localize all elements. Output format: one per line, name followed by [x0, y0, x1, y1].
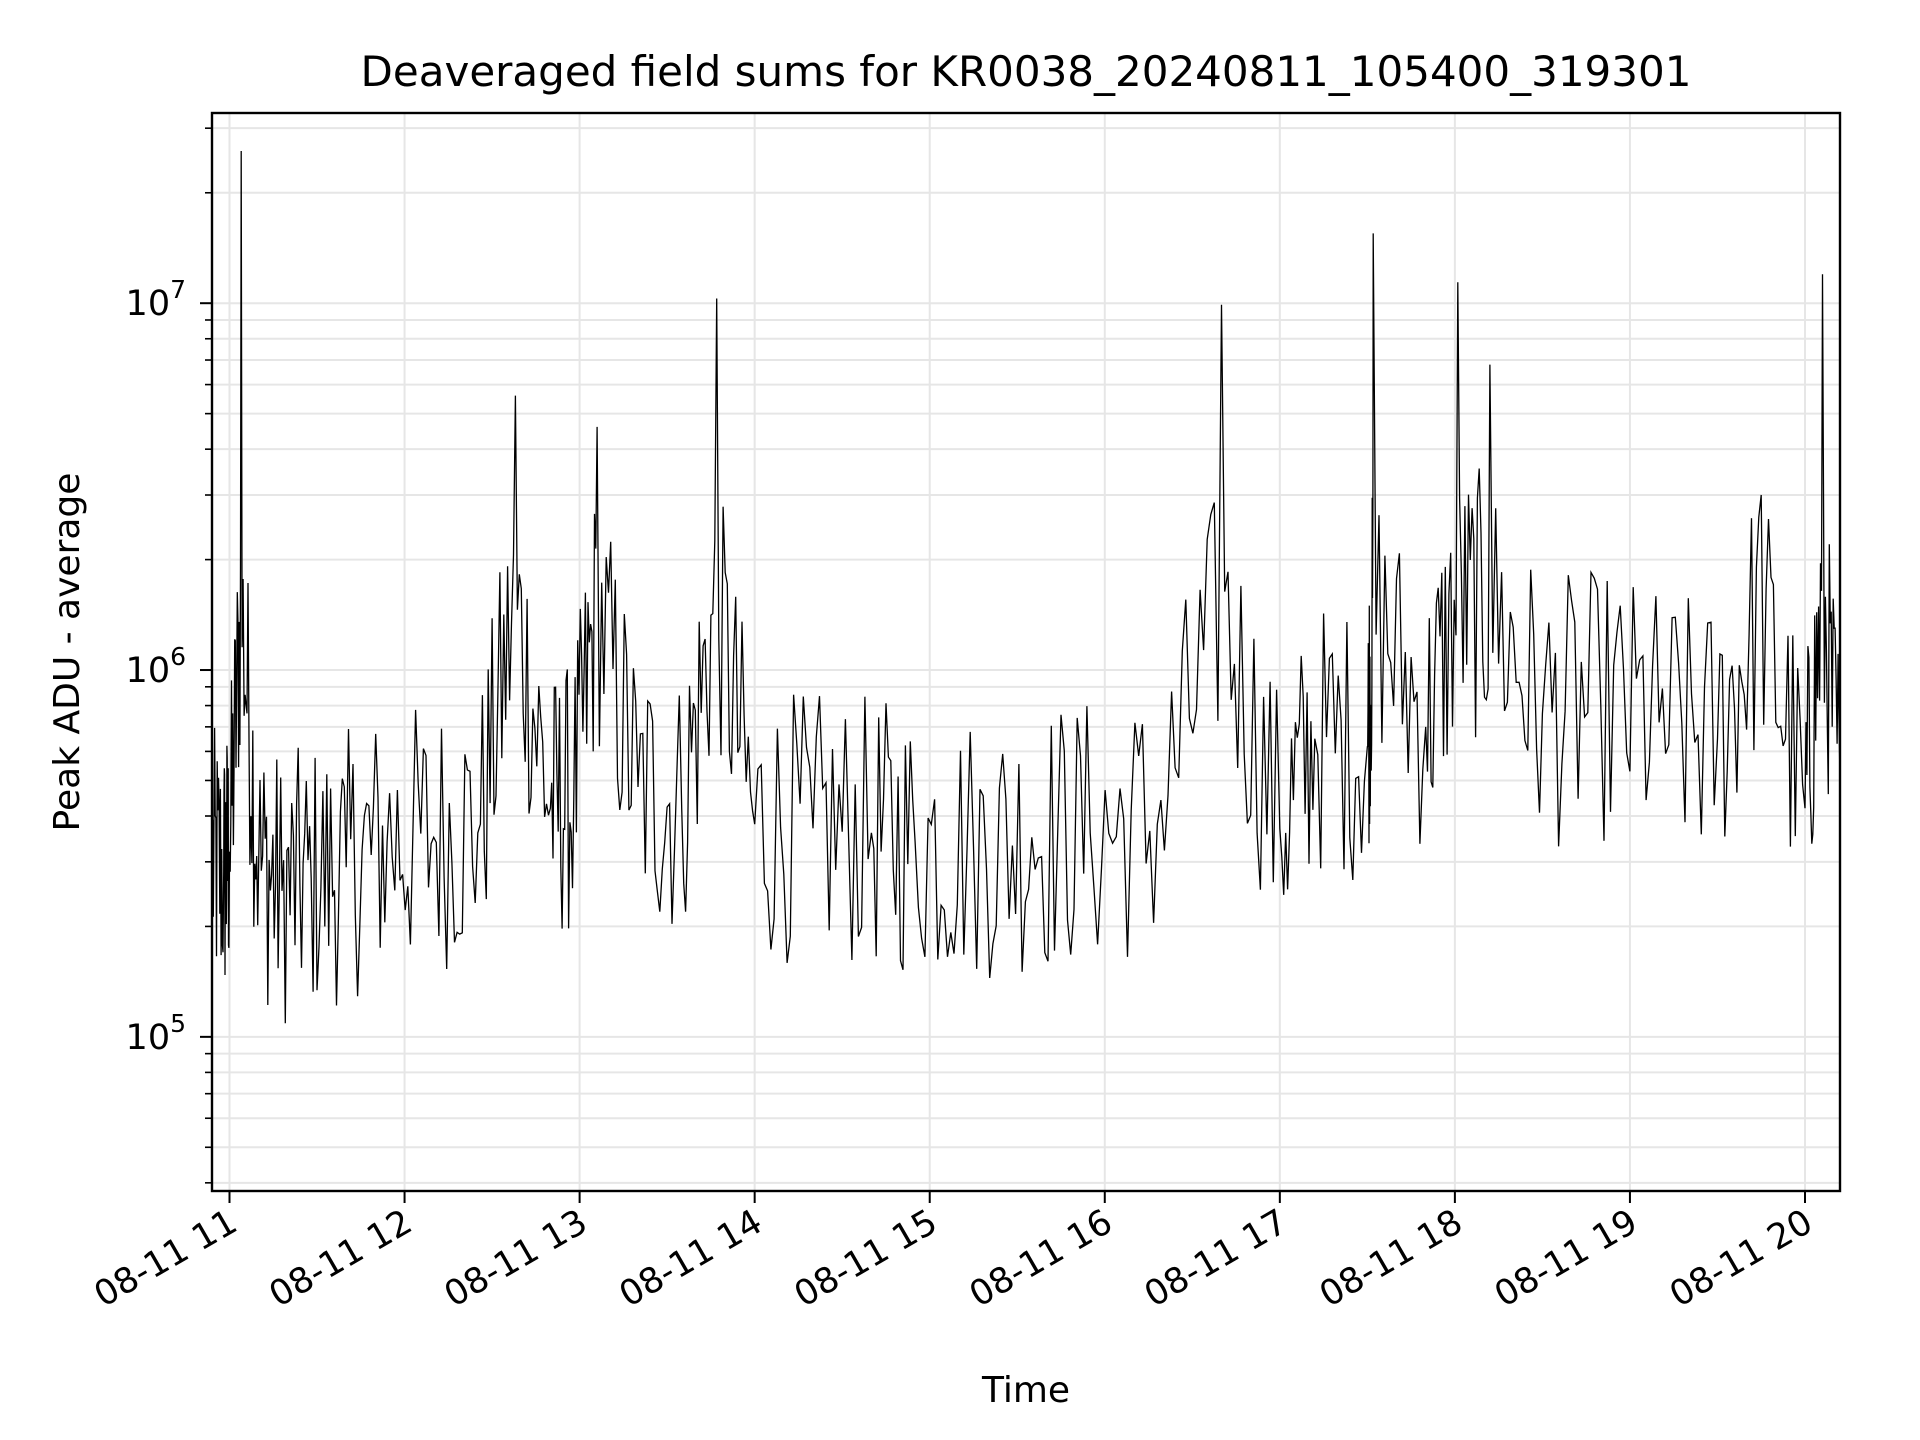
y-tick-label: 105	[126, 1009, 186, 1058]
x-axis-label: Time	[981, 1370, 1070, 1411]
y-axis-label: Peak ADU - average	[47, 473, 88, 832]
y-tick-label: 106	[126, 642, 186, 691]
y-tick-label: 107	[126, 275, 186, 324]
series-line	[211, 150, 1841, 1024]
y-axis-ticks: 105 106 107	[126, 127, 212, 1184]
plot-frame	[210, 111, 1842, 1193]
chart-title: Deaveraged field sums for KR0038_2024081…	[361, 47, 1692, 96]
